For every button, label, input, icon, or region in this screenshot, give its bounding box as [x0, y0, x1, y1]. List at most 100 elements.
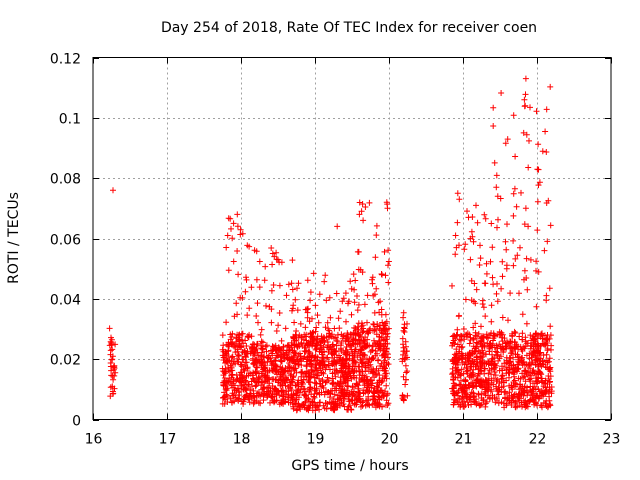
data-point: [262, 343, 269, 350]
data-point: [462, 382, 469, 389]
data-point: [265, 376, 271, 383]
data-point: [472, 320, 479, 327]
data-point: [258, 326, 265, 333]
data-point: [510, 369, 517, 376]
data-point: [316, 406, 323, 413]
data-point: [519, 311, 526, 318]
data-point: [358, 320, 365, 327]
data-point: [293, 328, 300, 334]
data-point: [236, 342, 243, 349]
data-point: [250, 376, 257, 383]
data-point: [273, 366, 280, 373]
data-point: [533, 267, 539, 274]
data-point: [268, 358, 275, 365]
data-point: [290, 373, 297, 380]
data-point: [339, 385, 346, 392]
data-point: [364, 319, 370, 326]
data-point: [467, 256, 474, 263]
data-point: [361, 338, 368, 345]
data-point: [456, 312, 462, 319]
data-point: [295, 280, 302, 287]
data-point: [479, 301, 486, 307]
x-tick-label: 16: [85, 432, 103, 448]
data-point: [494, 193, 501, 200]
data-point: [338, 346, 344, 353]
data-point: [244, 350, 251, 357]
data-point: [354, 293, 360, 299]
data-point: [356, 363, 363, 370]
data-point: [280, 373, 287, 380]
data-point: [283, 292, 290, 299]
data-point: [507, 350, 514, 357]
data-point: [358, 208, 365, 215]
data-point: [476, 262, 483, 268]
data-point: [291, 353, 298, 359]
data-point: [340, 395, 347, 402]
data-point: [252, 383, 259, 390]
data-point: [270, 282, 277, 288]
data-point: [532, 331, 539, 338]
data-point: [502, 140, 509, 147]
data-point: [516, 397, 522, 404]
data-point: [335, 315, 342, 322]
data-point: [338, 388, 345, 395]
data-point: [502, 388, 509, 395]
data-point: [331, 325, 338, 332]
data-point: [539, 330, 545, 337]
data-point: [543, 351, 550, 358]
data-point: [312, 362, 319, 369]
y-tick-label: 0.02: [50, 353, 81, 369]
data-point: [452, 232, 459, 239]
data-point: [224, 378, 231, 385]
data-point: [276, 310, 283, 316]
y-tick-label: 0.12: [50, 52, 81, 68]
data-point: [359, 269, 366, 276]
data-point: [512, 364, 519, 371]
data-point: [240, 340, 247, 347]
data-point: [403, 354, 410, 361]
data-point: [534, 198, 541, 205]
data-point: [344, 406, 350, 413]
data-point: [356, 378, 363, 385]
data-point: [494, 388, 501, 395]
data-point: [314, 403, 321, 410]
data-point: [485, 386, 492, 393]
data-point: [112, 369, 119, 376]
data-point: [286, 343, 293, 350]
data-point: [510, 393, 517, 400]
data-point: [535, 374, 542, 381]
data-point: [322, 400, 329, 406]
data-point: [321, 278, 328, 285]
data-point: [477, 358, 483, 365]
data-points-layer: [106, 75, 555, 414]
data-point: [530, 349, 537, 356]
chart-title: Day 254 of 2018, Rate Of TEC Index for r…: [161, 20, 537, 36]
data-point: [253, 248, 260, 255]
data-point: [481, 211, 488, 218]
data-point: [491, 394, 498, 401]
tick-labels-layer: 16 17 18 19 20 21 22 23 0 0.02 0.04 0.06 0.08 0.1 0.12: [50, 52, 621, 448]
data-point: [108, 356, 115, 363]
data-point: [309, 315, 315, 322]
data-point: [382, 311, 389, 318]
data-point: [340, 358, 347, 364]
data-point: [536, 392, 543, 399]
data-point: [300, 355, 307, 362]
data-point: [280, 343, 287, 350]
data-point: [454, 366, 461, 373]
data-point: [258, 370, 265, 377]
data-point: [283, 374, 289, 381]
data-point: [356, 199, 363, 206]
data-point: [482, 280, 489, 287]
data-point: [364, 292, 371, 299]
data-point: [307, 289, 314, 296]
data-point: [321, 391, 328, 398]
data-point: [376, 393, 383, 400]
data-point: [310, 270, 317, 277]
data-point: [540, 390, 547, 397]
data-point: [323, 297, 330, 304]
data-point: [489, 355, 496, 362]
data-point: [400, 397, 407, 404]
data-point: [304, 314, 311, 321]
data-point: [525, 164, 532, 171]
